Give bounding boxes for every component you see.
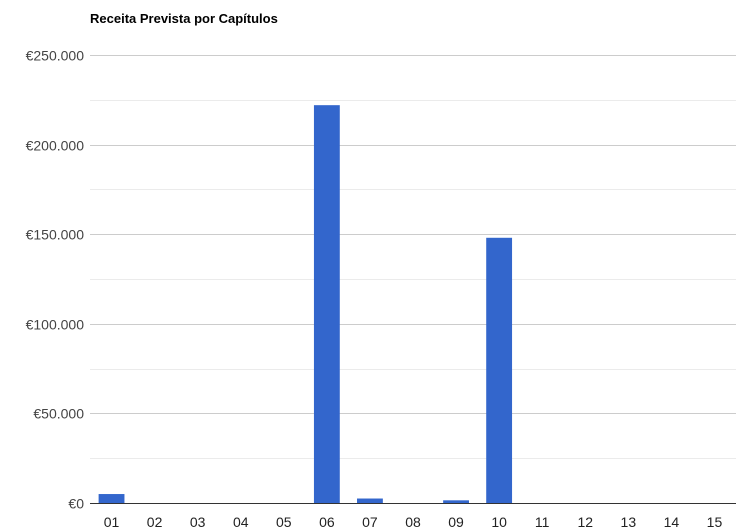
y-tick-label: €100.000 bbox=[26, 317, 85, 333]
x-tick-label: 14 bbox=[664, 514, 680, 530]
x-tick-label: 06 bbox=[319, 514, 335, 530]
bar bbox=[443, 500, 469, 503]
x-tick-label: 02 bbox=[147, 514, 163, 530]
y-tick-label: €150.000 bbox=[26, 227, 85, 243]
x-tick-label: 03 bbox=[190, 514, 206, 530]
y-tick-label: €0 bbox=[68, 496, 84, 512]
bar bbox=[486, 237, 513, 503]
x-tick-label: 07 bbox=[362, 514, 378, 530]
y-tick-label: €50.000 bbox=[33, 406, 84, 422]
x-tick-label: 15 bbox=[707, 514, 723, 530]
x-tick-label: 12 bbox=[577, 514, 593, 530]
bar bbox=[357, 498, 383, 503]
x-tick-label: 01 bbox=[104, 514, 120, 530]
bar bbox=[313, 105, 340, 504]
bar bbox=[98, 494, 125, 503]
x-tick-label: 11 bbox=[535, 514, 550, 530]
y-tick-label: €200.000 bbox=[26, 138, 85, 154]
x-tick-label: 10 bbox=[491, 514, 507, 530]
x-tick-label: 08 bbox=[405, 514, 421, 530]
x-tick-label: 13 bbox=[621, 514, 637, 530]
x-tick-label: 04 bbox=[233, 514, 249, 530]
x-tick-label: 09 bbox=[448, 514, 464, 530]
y-tick-label: €250.000 bbox=[26, 48, 85, 64]
x-tick-label: 05 bbox=[276, 514, 292, 530]
chart-title: Receita Prevista por Capítulos bbox=[90, 11, 278, 26]
